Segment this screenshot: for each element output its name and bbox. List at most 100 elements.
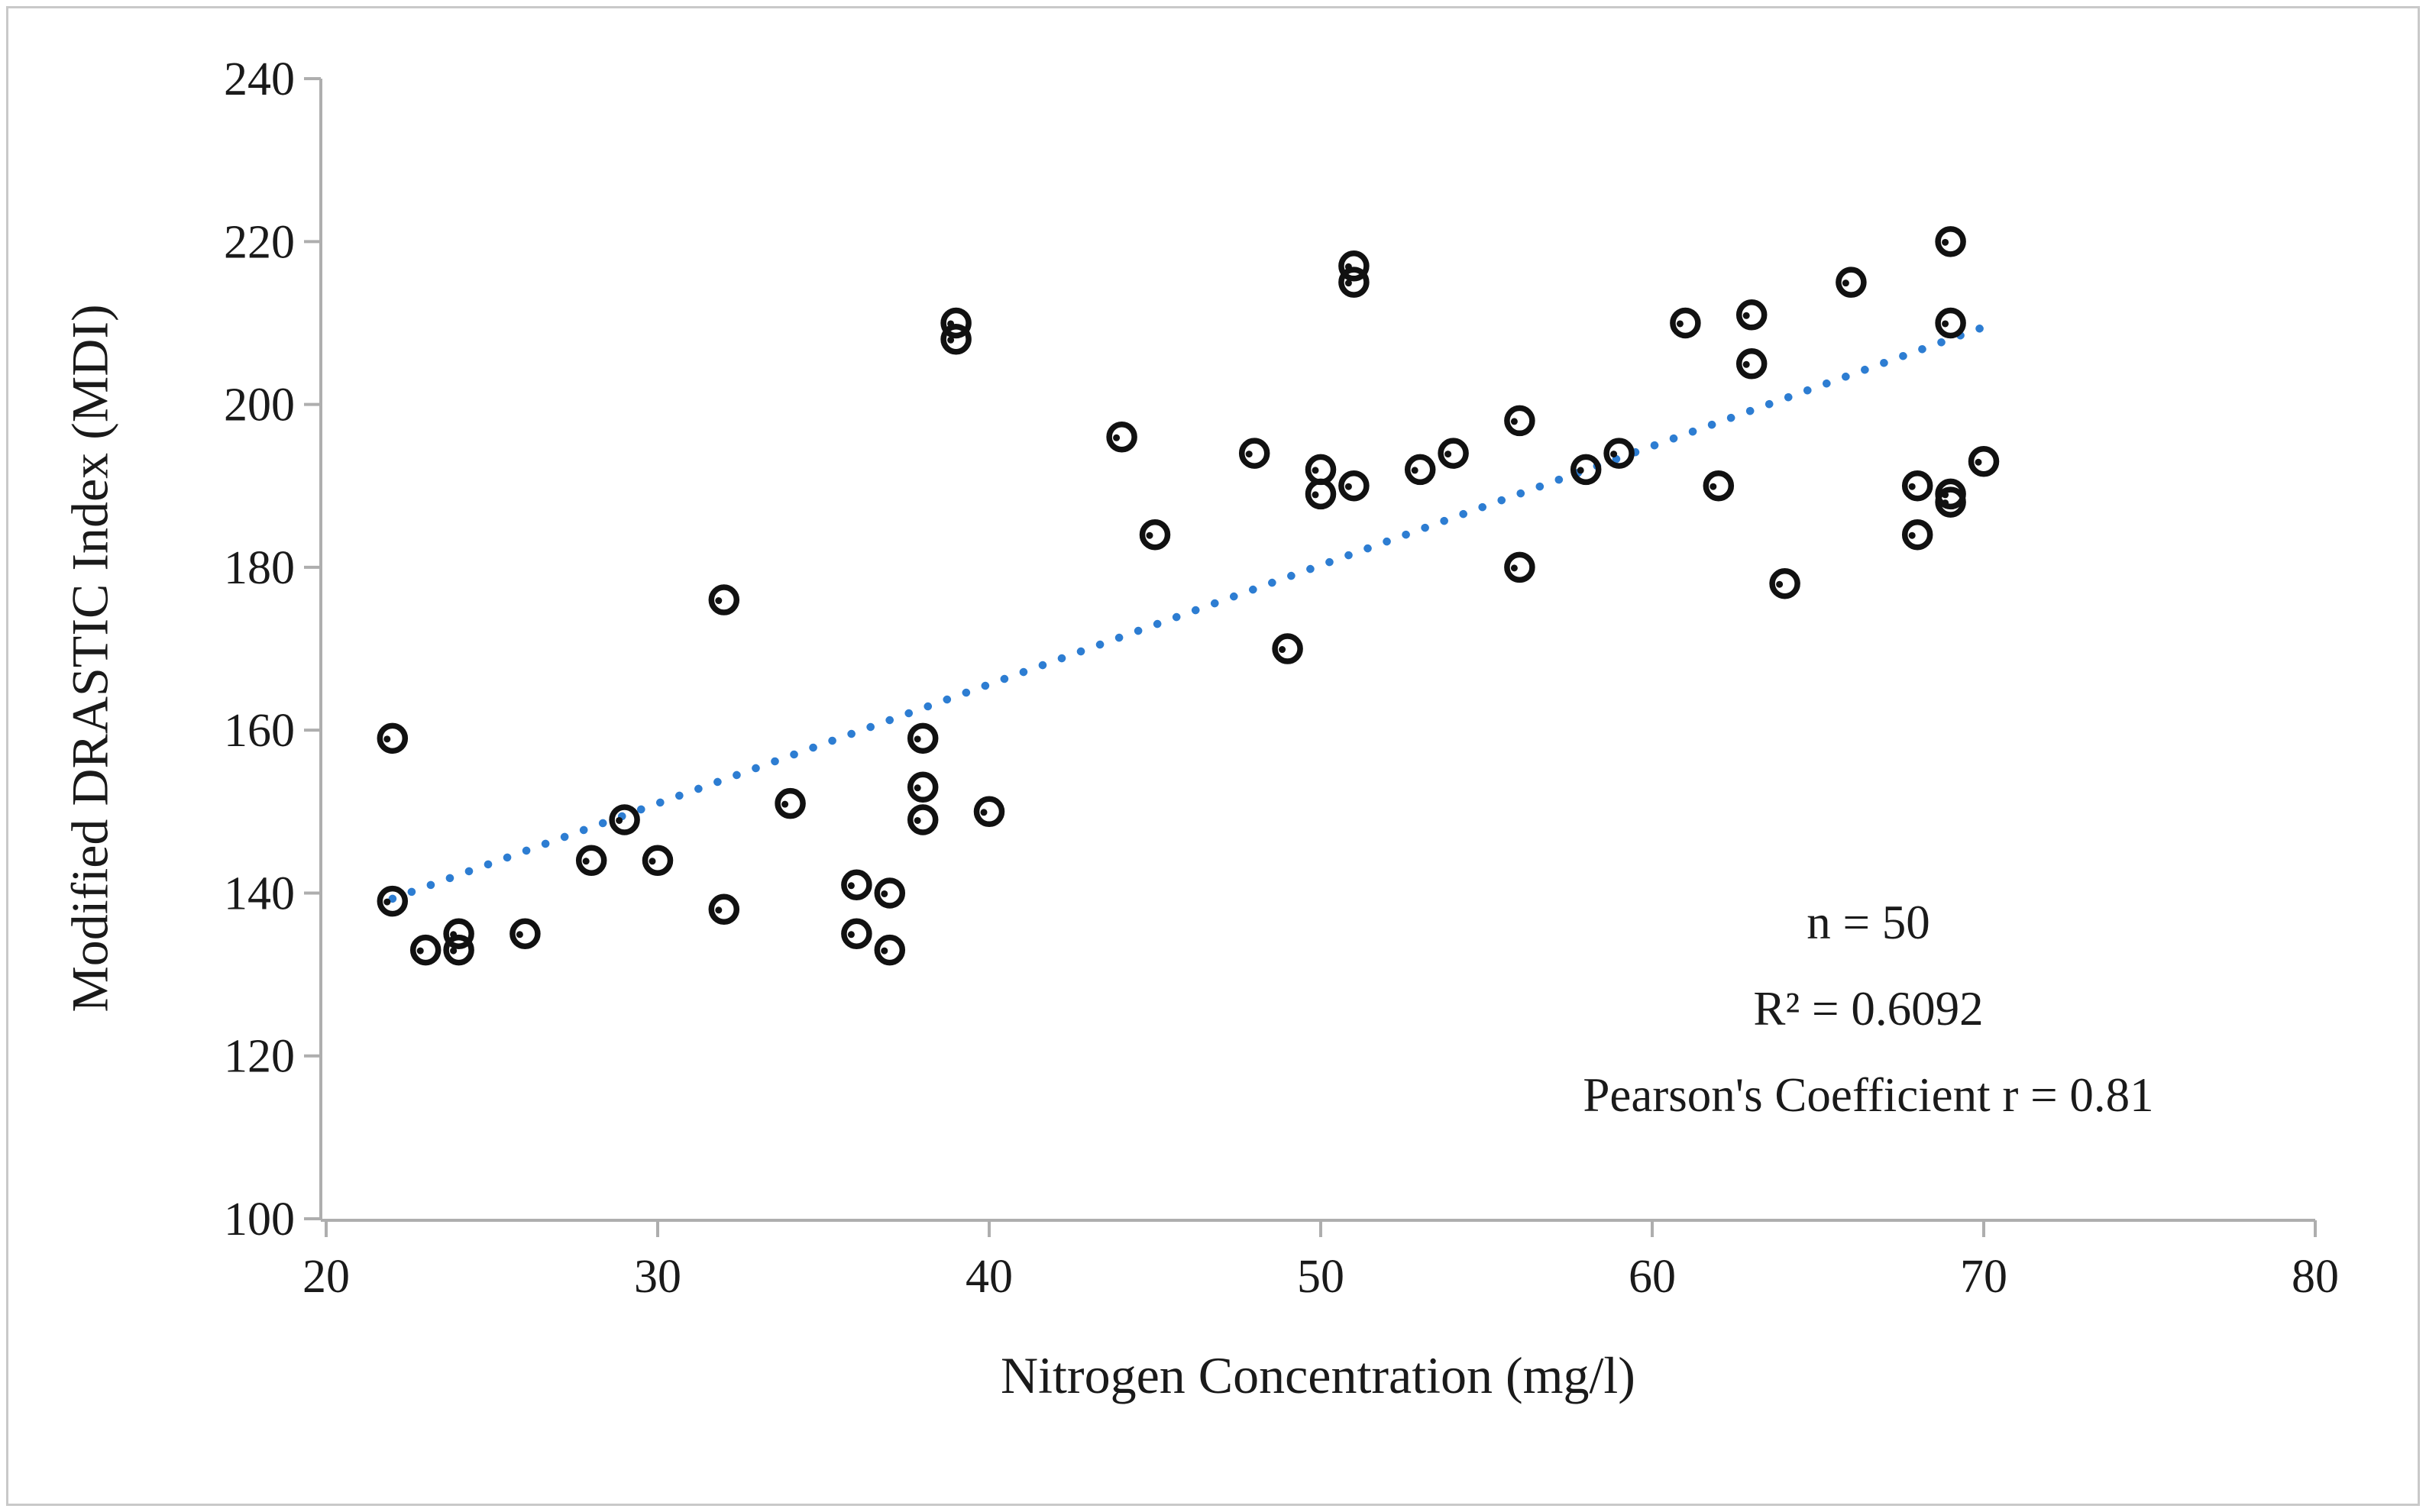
data-point-dot	[1245, 451, 1253, 458]
y-tick-label: 160	[224, 705, 295, 757]
data-point-ring	[575, 845, 607, 877]
data-point	[907, 722, 939, 754]
data-point-ring	[1735, 348, 1768, 380]
x-tick-label: 50	[1297, 1251, 1344, 1303]
data-point	[973, 796, 1005, 828]
data-point	[409, 934, 442, 966]
data-point-dot	[847, 931, 855, 939]
data-point	[1305, 454, 1337, 486]
data-point-ring	[443, 918, 474, 950]
data-point-ring	[841, 918, 872, 950]
data-point-dot	[450, 947, 458, 955]
data-point-dot	[516, 931, 523, 939]
x-axis-title: Nitrogen Concentration (mg/l)	[1001, 1346, 1635, 1404]
annotation-n: n = 50	[1807, 896, 1930, 949]
y-tick-label: 120	[224, 1031, 295, 1083]
data-point	[575, 845, 607, 877]
data-point-dot	[715, 906, 723, 914]
data-point-ring	[509, 918, 541, 950]
data-point	[509, 918, 541, 950]
data-point	[1404, 454, 1436, 486]
data-point	[1603, 438, 1635, 469]
y-tick-label: 140	[224, 867, 295, 919]
data-point-ring	[1836, 267, 1867, 298]
data-point-dot	[1146, 531, 1153, 539]
data-point-dot	[914, 735, 921, 743]
data-point-ring	[1504, 405, 1535, 437]
data-point	[1570, 454, 1602, 486]
data-point	[1139, 519, 1171, 551]
data-point	[1238, 438, 1270, 469]
data-point-ring	[1139, 519, 1171, 551]
data-point	[1504, 405, 1535, 437]
data-point-dot	[1577, 467, 1584, 474]
data-point	[1106, 422, 1137, 453]
data-point	[642, 845, 674, 877]
x-tick-label: 20	[302, 1251, 350, 1303]
data-point-ring	[1935, 307, 1966, 339]
data-point	[874, 877, 906, 909]
data-point-ring	[907, 771, 939, 803]
data-point-dot	[881, 947, 888, 955]
data-point-ring	[1968, 445, 2000, 477]
data-point-dot	[1942, 499, 1949, 507]
data-point-dot	[1942, 238, 1949, 246]
data-point-ring	[1404, 454, 1436, 486]
data-point-dot	[847, 882, 855, 890]
data-point	[377, 722, 409, 754]
data-point	[377, 885, 409, 917]
data-point	[940, 324, 972, 355]
data-point-dot	[649, 858, 656, 865]
data-point-ring	[940, 324, 972, 355]
data-point	[1272, 633, 1303, 664]
data-point	[1338, 267, 1370, 298]
x-tick-label: 40	[966, 1251, 1013, 1303]
data-point	[1438, 438, 1469, 469]
data-point-dot	[1113, 434, 1121, 441]
x-tick-label: 70	[1960, 1251, 2007, 1303]
data-point-ring	[1603, 438, 1635, 469]
annotation-r-squared: R² = 0.6092	[1753, 982, 1984, 1035]
data-point-ring	[1901, 470, 1933, 502]
data-point-dot	[1344, 279, 1352, 287]
data-point-ring	[1703, 470, 1735, 502]
data-point-dot	[383, 735, 391, 743]
data-point-dot	[1742, 360, 1750, 368]
data-point-dot	[1908, 531, 1916, 539]
data-point-ring	[874, 934, 906, 966]
data-point-ring	[775, 787, 806, 819]
x-tick-label: 30	[634, 1251, 681, 1303]
trendline	[388, 323, 1988, 903]
data-point-dot	[1610, 451, 1618, 458]
x-tick-label: 60	[1629, 1251, 1676, 1303]
data-point-dot	[1776, 580, 1784, 588]
y-axis-title-text: Modified DRASTIC Index (MDI)	[60, 304, 119, 1013]
y-tick-label: 240	[224, 53, 295, 105]
data-point-ring	[841, 869, 872, 901]
data-point	[1901, 470, 1933, 502]
data-point	[1735, 299, 1768, 331]
data-point-ring	[642, 845, 674, 877]
data-point	[1968, 445, 2000, 477]
data-point-dot	[1444, 451, 1452, 458]
data-point-dot	[416, 947, 424, 955]
data-point-dot	[914, 816, 921, 824]
data-point-dot	[781, 800, 789, 808]
data-point-ring	[1735, 299, 1768, 331]
data-point	[708, 893, 740, 926]
data-point	[1305, 478, 1337, 510]
data-point	[1504, 551, 1535, 583]
data-point-ring	[443, 934, 474, 966]
data-point-ring	[1935, 226, 1966, 257]
data-point-dot	[881, 890, 888, 897]
data-point-dot	[914, 784, 921, 792]
data-point	[775, 787, 806, 819]
data-point	[1735, 348, 1768, 380]
data-point-ring	[874, 877, 906, 909]
data-point-dot	[1279, 646, 1286, 654]
data-point-ring	[609, 804, 640, 835]
data-point	[907, 804, 939, 835]
data-point-dot	[947, 336, 955, 344]
data-point-ring	[1338, 267, 1370, 298]
